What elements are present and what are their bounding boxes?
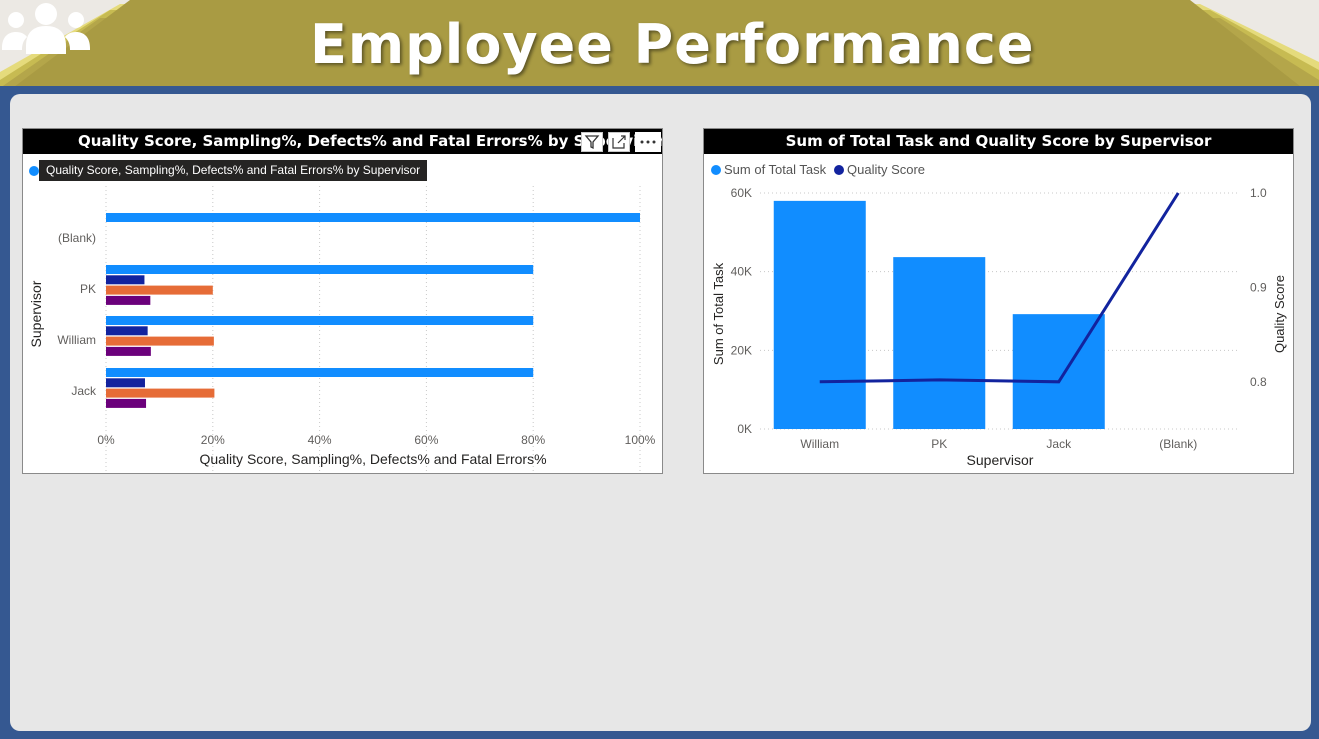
bar-sampling-jack (106, 378, 145, 388)
y-tick-label: 0K (737, 422, 752, 436)
legend-marker (29, 166, 39, 176)
combo-bar-line-chart-visual[interactable]: Sum of Total Task and Quality Score by S… (703, 128, 1294, 474)
combo-chart-plot: 0K 20K 40K 60K 0.8 0.9 1.0 William PK Jack (Blank)… (711, 186, 1287, 468)
x-tick-label: 0% (97, 433, 115, 447)
x-tick-label: (Blank) (1159, 437, 1197, 451)
x-tick-label: William (800, 437, 839, 451)
y-tick-label: 60K (731, 186, 752, 200)
people-group-icon (2, 3, 90, 54)
bar-chart-plot: 0% 20% 40% 60% 80% 100% (Blank) PK William Jack Qu… (28, 186, 656, 474)
bar-sampling-william (106, 326, 148, 336)
page-title: Employee Performance (310, 13, 1035, 76)
x-tick-label: Jack (1046, 437, 1072, 451)
line-quality-score (819, 192, 1180, 384)
x-tick-label: 60% (414, 433, 438, 447)
visual1-title: Quality Score, Sampling%, Defects% and F… (23, 129, 662, 154)
legend-label-total-task: Sum of Total Task (724, 162, 827, 177)
bar-fatal-errors-pk (106, 295, 151, 305)
y-tick-label: PK (80, 282, 96, 296)
y-tick-label: 40K (731, 265, 752, 279)
legend-dot-total-task (711, 165, 721, 175)
y2-tick-label: 0.9 (1250, 280, 1267, 294)
bar-total-task-pk (893, 257, 986, 429)
bar-quality-score-blank (106, 213, 640, 222)
x-tick-label: 100% (625, 433, 656, 447)
more-options-icon[interactable] (635, 132, 661, 152)
x-axis-title: Quality Score, Sampling%, Defects% and F… (199, 451, 546, 467)
header-background (0, 0, 1319, 92)
y-tick-label: Jack (71, 384, 97, 398)
header-banner: Employee Performance (0, 0, 1319, 92)
bar-defects-jack (106, 388, 215, 398)
bar-quality-score-jack (106, 368, 534, 377)
y-tick-label: William (57, 333, 96, 347)
legend-label-quality-score: Quality Score (847, 162, 926, 177)
y2-tick-label: 0.8 (1250, 375, 1267, 389)
bar-quality-score-william (106, 316, 534, 325)
bar-total-task-william (773, 200, 866, 429)
y2-axis-title: Quality Score (1272, 275, 1287, 353)
x-tick-label: 80% (521, 433, 545, 447)
bar-fatal-errors-william (106, 346, 151, 356)
title-tooltip: Quality Score, Sampling%, Defects% and F… (39, 160, 428, 181)
focus-mode-icon[interactable] (608, 132, 630, 152)
bar-sampling-pk (106, 275, 145, 285)
x-tick-label: 20% (201, 433, 225, 447)
bar-quality-score-pk (106, 265, 534, 274)
x-axis-title: Supervisor (967, 452, 1034, 468)
visual2-title: Sum of Total Task and Quality Score by S… (704, 129, 1293, 154)
filter-icon[interactable] (581, 132, 603, 152)
bar-defects-pk (106, 285, 213, 295)
x-tick-label: 40% (308, 433, 332, 447)
bar-fatal-errors-jack (106, 398, 147, 408)
bar-defects-william (106, 336, 214, 346)
y2-tick-label: 1.0 (1250, 186, 1267, 200)
y-axis-title: Sum of Total Task (711, 262, 726, 365)
y-axis-title: Supervisor (28, 280, 44, 347)
x-tick-label: PK (931, 437, 947, 451)
y-tick-label: (Blank) (58, 231, 96, 245)
y-tick-label: 20K (731, 343, 752, 357)
legend-item-quality-score[interactable]: Quality Score (834, 161, 925, 179)
clustered-bar-chart-visual[interactable]: Quality Score, Sampling%, Defects% and F… (22, 128, 663, 474)
legend-dot-quality-score (834, 165, 844, 175)
legend-item-total-task[interactable]: Sum of Total Task (711, 161, 826, 179)
